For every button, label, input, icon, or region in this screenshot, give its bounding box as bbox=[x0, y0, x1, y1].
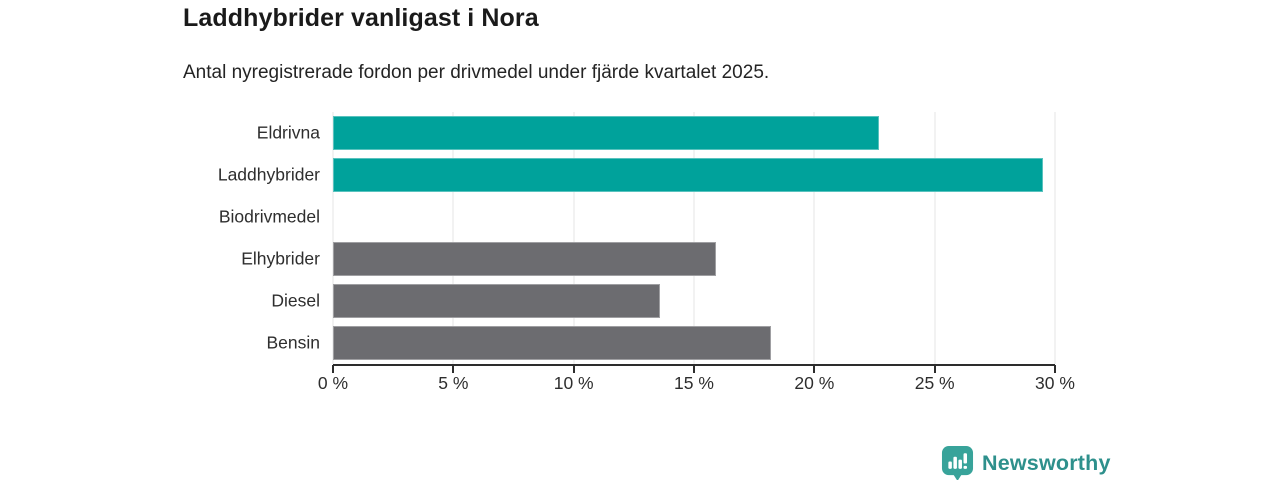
gridline-15 bbox=[693, 112, 695, 364]
bar-row: Elhybrider bbox=[241, 238, 1055, 280]
tick-label: 20 % bbox=[794, 373, 835, 393]
category-label: Bensin bbox=[266, 332, 320, 353]
bar bbox=[333, 326, 771, 360]
bar-row: Laddhybrider bbox=[218, 154, 1055, 196]
gridline-10 bbox=[573, 112, 575, 364]
bar-row: Bensin bbox=[266, 322, 1055, 364]
chart-subtitle: Antal nyregistrerade fordon per drivmede… bbox=[183, 62, 770, 83]
tick-mark bbox=[572, 365, 575, 373]
gridline-5 bbox=[452, 112, 454, 364]
gridline-20 bbox=[813, 112, 815, 364]
bar-rows: Eldrivna Laddhybrider Biodrivmedel Elhybrid… bbox=[218, 112, 1055, 364]
category-label: Diesel bbox=[271, 290, 320, 311]
gridline-25 bbox=[934, 112, 936, 364]
tick-label: 0 % bbox=[317, 373, 349, 393]
newsworthy-logo[interactable]: Newsworthy bbox=[941, 445, 1111, 480]
tick-label: 25 % bbox=[914, 373, 955, 393]
category-label: Elhybrider bbox=[241, 248, 320, 269]
bar bbox=[333, 242, 716, 276]
tick-mark bbox=[332, 365, 334, 373]
newsworthy-icon bbox=[941, 446, 974, 480]
tick-mark bbox=[813, 365, 816, 373]
bar bbox=[333, 284, 661, 318]
tick-label: 10 % bbox=[553, 373, 594, 393]
tick-mark bbox=[1054, 365, 1056, 373]
category-label: Biodrivmedel bbox=[218, 206, 320, 227]
bar-chart-plot-area: Eldrivna Laddhybrider Biodrivmedel Elhybrid… bbox=[218, 112, 1075, 393]
tick-mark bbox=[452, 365, 455, 373]
tick-mark bbox=[693, 365, 695, 373]
gridline-0 bbox=[332, 112, 334, 364]
bar bbox=[333, 116, 880, 150]
tick-label: 5 % bbox=[438, 373, 469, 393]
newsworthy-wordmark: Newsworthy bbox=[982, 451, 1111, 475]
category-label: Eldrivna bbox=[256, 122, 320, 143]
tick-label: 15 % bbox=[674, 373, 714, 393]
bar bbox=[333, 158, 1043, 192]
bar-row: Eldrivna bbox=[257, 112, 1055, 154]
gridline-30 bbox=[1054, 112, 1056, 364]
bar-row: Biodrivmedel bbox=[219, 196, 1055, 238]
category-label: Laddhybrider bbox=[217, 164, 320, 185]
tick-mark bbox=[933, 365, 936, 373]
tick-label: 30 % bbox=[1035, 373, 1075, 393]
bar-row: Diesel bbox=[271, 280, 1055, 322]
chart-title: Laddhybrider vanligast i Nora bbox=[183, 4, 539, 32]
